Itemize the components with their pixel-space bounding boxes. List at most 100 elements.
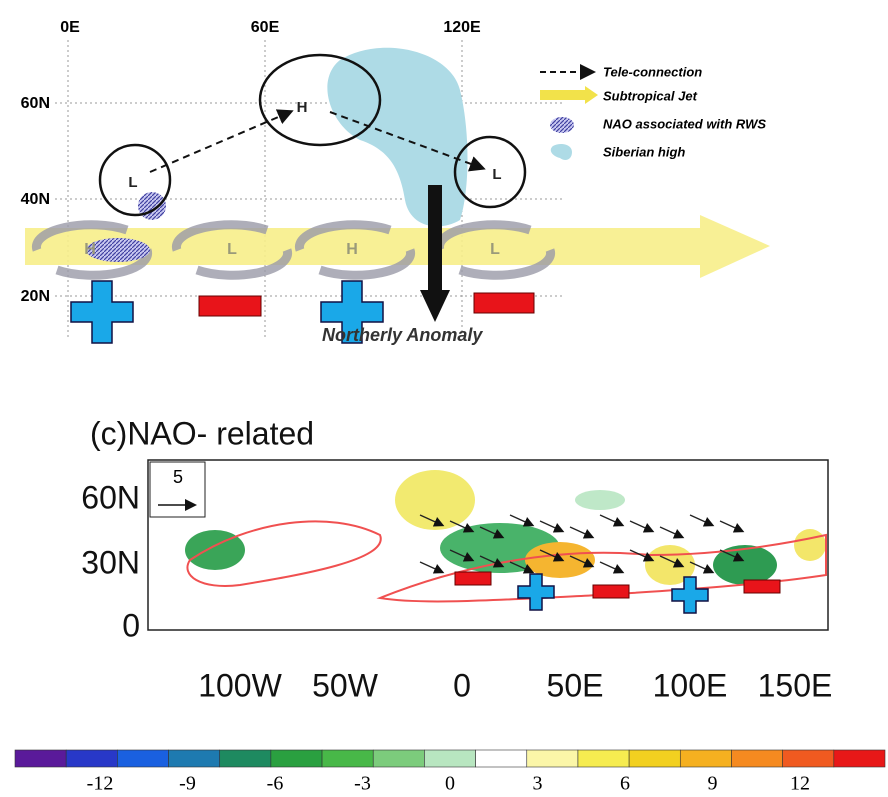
legend-label: Subtropical Jet	[603, 88, 698, 103]
wind-vectors	[419, 514, 745, 574]
wind-vector	[419, 561, 445, 574]
rws-region	[138, 192, 166, 220]
positive-sign	[70, 280, 134, 344]
colorbar-cell	[424, 749, 476, 768]
x-label: 0E	[60, 19, 80, 36]
anomaly-blob	[794, 529, 826, 561]
colorbar-cell	[117, 749, 169, 768]
colorbar-label: 3	[533, 773, 543, 795]
colorbar-label: -12	[87, 773, 114, 795]
wind-vector	[569, 555, 595, 568]
x-label: 60E	[251, 19, 280, 36]
colorbar-cell	[168, 749, 221, 768]
vector-scale: 5	[173, 467, 183, 487]
annotation: Northerly Anomaly	[322, 325, 483, 345]
wind-vector	[599, 561, 625, 574]
siberian-high	[327, 47, 468, 227]
wind-vector	[599, 514, 625, 527]
colorbar-label: -6	[267, 773, 284, 795]
map-title: (c)NAO- related	[90, 415, 314, 451]
colorbar-cell	[372, 749, 425, 768]
wind-vector	[659, 526, 685, 539]
negative-sign	[743, 579, 781, 594]
y-label: 30N	[81, 544, 140, 580]
positive-sign	[320, 280, 384, 344]
wind-vector	[629, 520, 655, 533]
wind-vector	[479, 526, 505, 539]
wind-vector	[449, 520, 475, 533]
positive-signs	[517, 573, 709, 614]
wind-vector	[689, 514, 715, 527]
positive-sign	[671, 576, 709, 614]
colorbar-cell	[475, 749, 528, 768]
vortex-arc	[55, 248, 153, 280]
negative-sign	[454, 571, 492, 586]
colorbar-cell	[14, 749, 67, 768]
wind-vector	[569, 526, 595, 539]
map-axis-labels: 60N 30N 0 100W 50W 0 50E 100E 150E	[81, 479, 832, 703]
colorbar-cell	[321, 749, 374, 768]
wind-vector	[449, 549, 475, 562]
colorbar-cell	[65, 749, 118, 768]
legend: Tele-connection Subtropical Jet NAO asso…	[540, 64, 766, 160]
colorbar-label: 9	[708, 773, 718, 795]
anomaly-blob	[713, 545, 777, 585]
wind-vector	[479, 555, 505, 568]
circulation-circle	[98, 143, 172, 217]
vortex-arc	[318, 248, 416, 280]
wind-vector	[509, 514, 535, 527]
vortex-arc	[31, 220, 129, 252]
center-label: H	[84, 241, 96, 258]
center-label: L	[128, 174, 137, 191]
x-label: 50W	[312, 667, 379, 703]
y-label: 0	[122, 607, 140, 643]
center-label: H	[297, 99, 308, 116]
colorbar-cell	[526, 749, 579, 768]
colorbar-label: -9	[179, 773, 196, 795]
wind-vector	[539, 549, 565, 562]
circulation-circle	[258, 53, 382, 147]
anomaly-blob	[395, 470, 475, 530]
negative-sign	[592, 584, 630, 599]
legend-label: NAO associated with RWS	[603, 116, 766, 131]
colorbar-cell	[577, 749, 630, 768]
wind-vector	[629, 549, 655, 562]
teleconnection-arrow	[329, 111, 486, 172]
vortex-arc	[458, 248, 556, 280]
colorbar-cell	[833, 749, 886, 768]
y-label: 60N	[21, 95, 50, 112]
center-label: L	[227, 241, 237, 258]
center-label: H	[346, 241, 358, 258]
colorbar-cell	[628, 749, 681, 768]
positive-sign	[517, 573, 555, 611]
y-label: 40N	[21, 191, 50, 208]
y-label: 60N	[81, 479, 140, 515]
center-label: L	[490, 241, 500, 258]
wind-vector	[689, 561, 715, 574]
vortex-arc	[171, 220, 269, 252]
y-label: 20N	[21, 288, 50, 305]
colorbar-cell	[679, 749, 732, 768]
circulation-circle	[453, 135, 527, 209]
legend-symbol	[540, 86, 598, 104]
colorbar-cell	[731, 749, 783, 768]
center-label: L	[492, 166, 501, 183]
wind-vector	[719, 520, 745, 533]
anomaly-blob	[185, 530, 245, 570]
colorbar: -12 -9 -6 -3 0 3 6 9 12	[14, 749, 886, 795]
teleconnection-arrow	[149, 109, 294, 173]
x-label: 100W	[198, 667, 282, 703]
x-label: 50E	[547, 667, 604, 703]
anomaly-blob	[525, 542, 595, 578]
jet-contour	[376, 533, 827, 603]
colorbar-cell	[270, 749, 323, 768]
colorbar-label: 12	[790, 773, 810, 795]
x-label: 0	[453, 667, 471, 703]
colorbar-label: 6	[620, 773, 630, 795]
legend-label: Tele-connection	[603, 64, 702, 79]
wind-vector	[419, 514, 445, 527]
wind-vector	[659, 555, 685, 568]
colorbar-label: -3	[354, 773, 371, 795]
rws-region	[86, 238, 150, 262]
